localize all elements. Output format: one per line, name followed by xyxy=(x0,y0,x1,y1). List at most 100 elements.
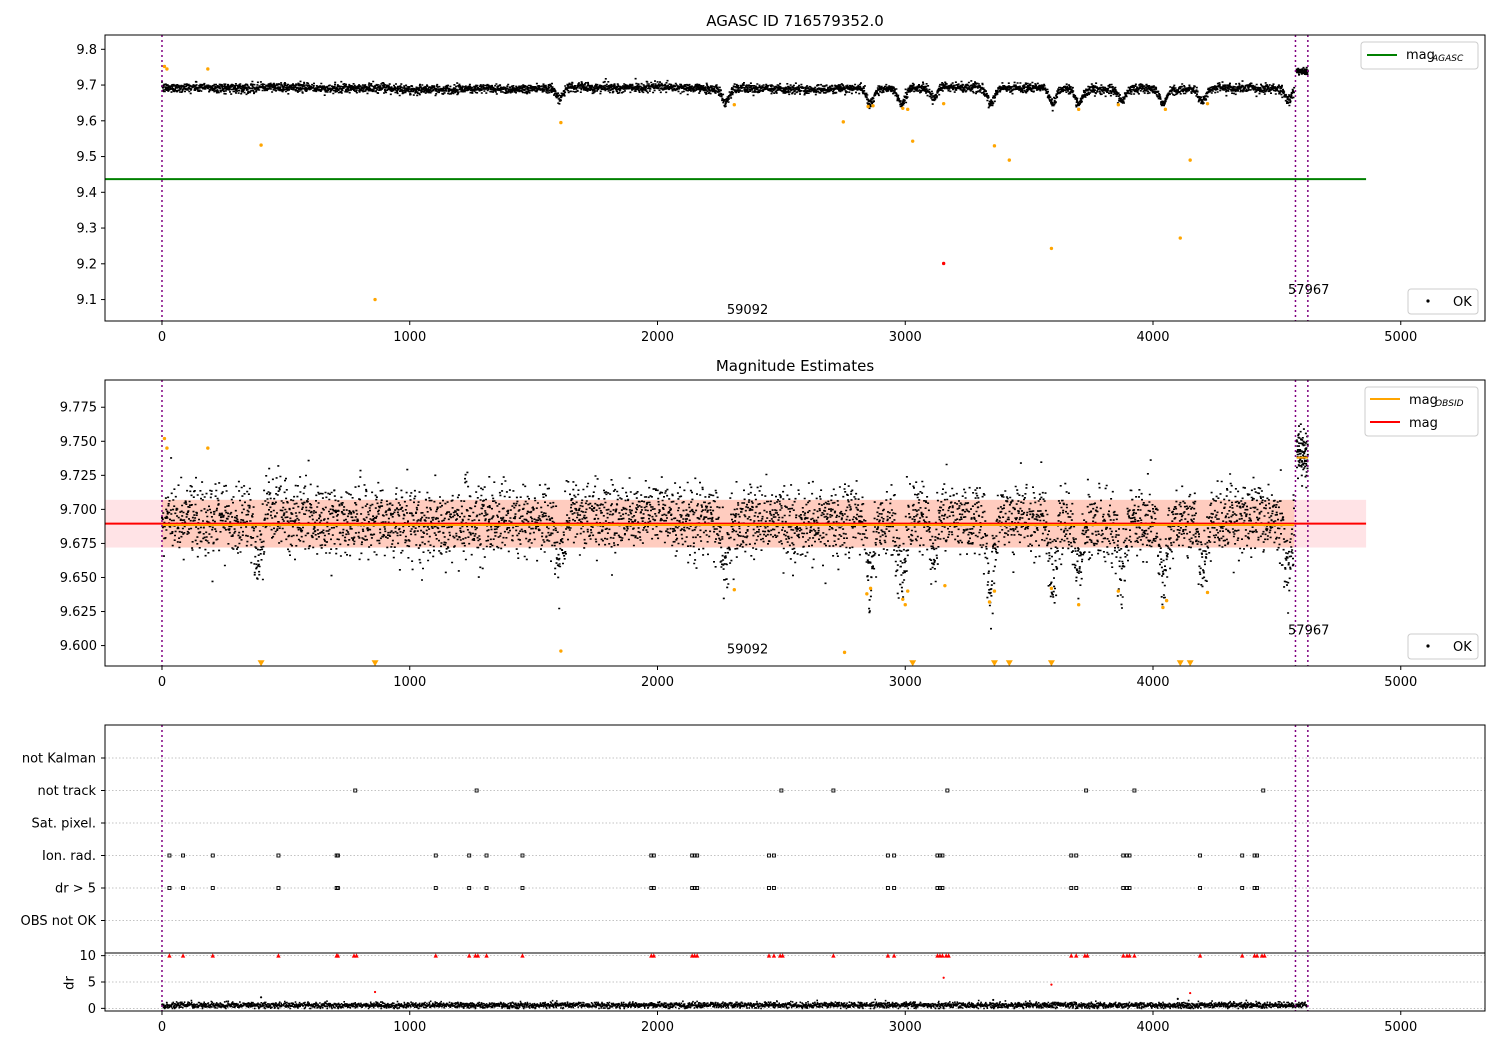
flag-marker xyxy=(1121,886,1126,890)
flag-row-label: Ion. rad. xyxy=(42,849,96,864)
flag-marker xyxy=(1252,886,1257,890)
outlier-point xyxy=(941,261,946,266)
outlier-point xyxy=(865,592,869,596)
flag-marker xyxy=(210,886,215,890)
dr-tick-label: 5 xyxy=(88,976,96,991)
flag-marker xyxy=(1132,788,1137,793)
flag-marker xyxy=(892,853,897,858)
panel-agasc: AGASC ID 716579352.0 0 1000 2000 3000 4000 50… xyxy=(76,12,1486,345)
dr-clipped-marker xyxy=(1085,953,1090,958)
flag-marker xyxy=(771,853,776,858)
lower-limit-marker xyxy=(1005,660,1013,667)
flag-marker xyxy=(210,853,215,858)
flag-marker xyxy=(1125,853,1129,858)
y-tick-label: 9.650 xyxy=(60,571,97,586)
x-tick-label: 1000 xyxy=(393,330,426,345)
dr-points xyxy=(161,998,1308,1010)
flag-marker xyxy=(1074,886,1079,890)
flag-marker xyxy=(181,886,185,890)
y-tick-label: 9.600 xyxy=(60,639,97,654)
outlier-point xyxy=(206,446,210,450)
outlier-point xyxy=(903,603,907,607)
flag-row-label: OBS not OK xyxy=(21,914,97,929)
outlier-point xyxy=(1049,586,1054,591)
dr-outlier-point xyxy=(1050,983,1053,986)
dr-clipped-marker xyxy=(276,953,281,958)
ok-points xyxy=(161,77,1296,112)
outlier-point xyxy=(165,67,169,71)
flag-marker xyxy=(945,788,950,793)
dr-clipped-marker xyxy=(780,953,785,958)
ok-points xyxy=(1295,423,1309,489)
flag-marker xyxy=(935,886,940,890)
outlier-point xyxy=(910,139,915,143)
flag-marker xyxy=(1069,853,1074,858)
flag-marker xyxy=(690,886,695,890)
flag-marker xyxy=(335,886,340,890)
y-tick-label: 9.700 xyxy=(60,503,97,518)
lower-limit-marker xyxy=(1186,660,1194,667)
flag-marker xyxy=(1252,853,1257,858)
flag-marker xyxy=(520,853,525,858)
outlier-point xyxy=(559,649,563,653)
panel-1-annotation-obsid-57967: 57967 xyxy=(1288,283,1329,298)
dr-tick-label: 0 xyxy=(88,1002,96,1017)
dr-clipped-marker xyxy=(885,953,891,958)
dr-clipped-marker xyxy=(1262,953,1267,958)
outlier-point xyxy=(906,589,910,593)
flag-marker xyxy=(935,853,940,858)
flag-marker xyxy=(167,853,172,858)
dr-clipped-marker xyxy=(210,953,215,958)
outlier-point xyxy=(732,103,736,107)
x-tick-label: 3000 xyxy=(889,675,922,690)
flag-marker xyxy=(885,853,890,858)
panel-2-title: Magnitude Estimates xyxy=(716,357,874,375)
flag-marker xyxy=(1127,853,1132,858)
outlier-point xyxy=(1076,107,1081,112)
dr-tick-label: 10 xyxy=(79,949,96,964)
x-tick-label: 4000 xyxy=(1136,1020,1169,1035)
flag-marker xyxy=(1255,886,1260,890)
dr-clipped-marker xyxy=(891,953,897,958)
outlier-point xyxy=(871,104,875,108)
dr-outlier-point xyxy=(942,976,945,979)
x-tick-label: 5000 xyxy=(1384,330,1417,345)
flag-marker xyxy=(1084,788,1089,793)
outlier-point xyxy=(1205,101,1210,106)
outlier-point xyxy=(1188,158,1192,162)
dr-clipped-marker xyxy=(651,953,656,958)
flag-marker xyxy=(167,886,172,890)
panel-flags: 0 1000 2000 3000 4000 5000 not Kalman not track… xyxy=(21,724,1486,1035)
dr-clipped-marker xyxy=(766,953,772,958)
panel-2-legend-ok-marker xyxy=(1426,644,1430,648)
flag-marker xyxy=(940,853,945,858)
dr-clipped-marker xyxy=(180,953,186,958)
y-tick-label: 9.2 xyxy=(76,257,97,272)
dr-clipped-marker xyxy=(831,953,836,958)
flag-marker xyxy=(433,853,438,858)
lower-limit-marker xyxy=(371,660,379,667)
outlier-point xyxy=(841,120,846,124)
dr-clipped-marker xyxy=(1127,953,1132,958)
dr-clipped-marker xyxy=(484,953,489,958)
ok-points xyxy=(161,457,1296,630)
y-tick-label: 9.775 xyxy=(60,401,97,416)
y-tick-label: 9.4 xyxy=(76,186,97,201)
flag-marker xyxy=(484,853,489,858)
dr-clipped-marker xyxy=(467,953,472,958)
panel-2-overlay-layer xyxy=(105,380,1367,667)
panel-2-legend-label-mag-obsid: mag xyxy=(1409,393,1438,408)
flag-marker xyxy=(937,853,942,858)
flag-marker xyxy=(1198,886,1203,890)
flag-marker xyxy=(1255,853,1260,858)
flag-marker xyxy=(181,853,185,858)
flag-marker xyxy=(276,886,281,890)
panel-magnitude-estimates: Magnitude Estimates 0 1000 2000 3000 4000 500… xyxy=(60,357,1486,690)
panel-1-points-layer xyxy=(161,66,1309,112)
outlier-point xyxy=(1076,603,1081,607)
panel-1-legend-label: mag xyxy=(1406,48,1435,63)
flag-row-label: not track xyxy=(37,784,96,799)
dr-outlier-point xyxy=(1189,991,1192,995)
flag-marker xyxy=(1240,886,1245,890)
flag-marker xyxy=(892,886,897,890)
